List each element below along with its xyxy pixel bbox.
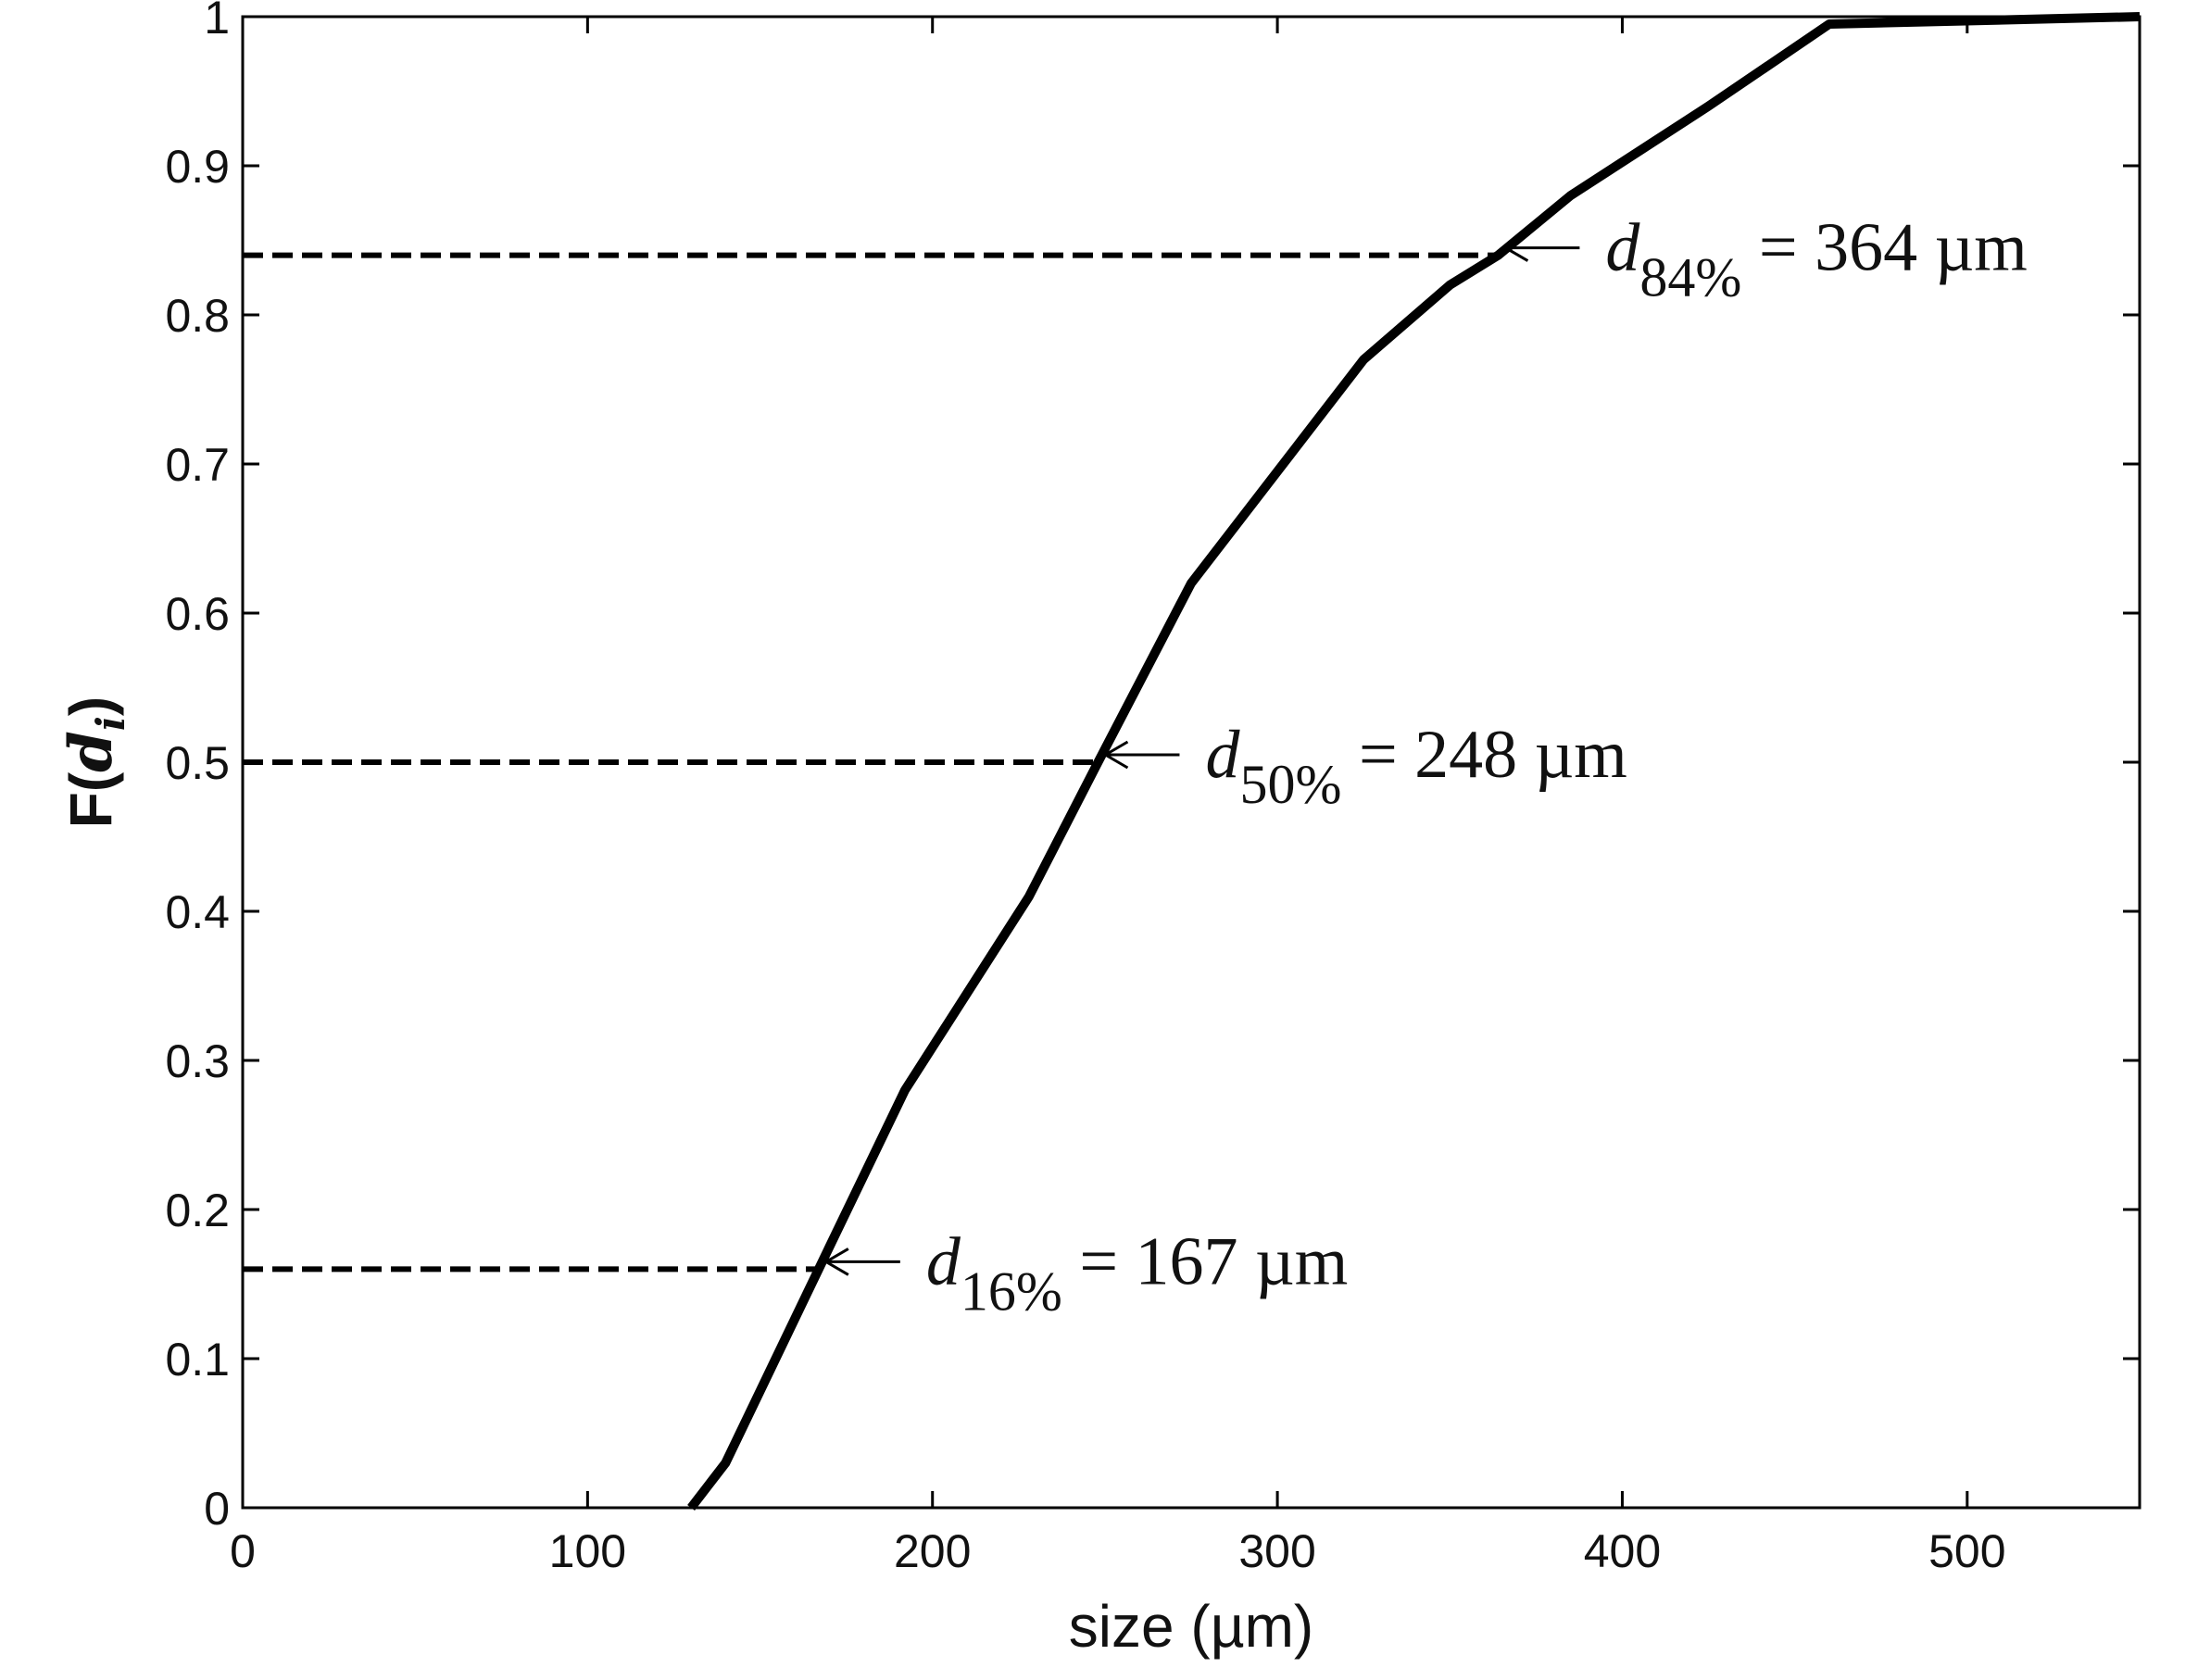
reference-lines-layer — [243, 252, 1499, 1273]
x-tick-label-400: 400 — [1584, 1525, 1661, 1577]
y-tick-label-0.1: 0.1 — [165, 1334, 230, 1385]
series-line-0 — [687, 12, 2141, 1511]
x-tick-label-100: 100 — [549, 1525, 626, 1577]
y-axis-title-prefix: F( — [57, 771, 124, 828]
annotation-arrow-50pct — [1102, 740, 1180, 770]
y-axis-title-suffix: ) — [57, 696, 124, 716]
y-tick-label-0.8: 0.8 — [165, 290, 230, 342]
x-axis-title: size (µm) — [1069, 1593, 1313, 1660]
annotation-label-16pct: d16% = 167 µm — [926, 1223, 1348, 1322]
ticks-layer — [241, 15, 2140, 1510]
series-layer — [687, 12, 2141, 1511]
y-axis-title-subscript: i — [88, 716, 133, 731]
y-tick-label-0.4: 0.4 — [165, 886, 230, 938]
tick-labels-layer: 0 100 200 300 400 500 0 0.1 0.2 0.3 0.4 0.5 0.6 0.7 0.… — [165, 0, 2005, 1577]
y-tick-label-0.9: 0.9 — [165, 141, 230, 193]
y-tick-label-0.5: 0.5 — [165, 737, 230, 789]
y-tick-label-0: 0 — [204, 1483, 230, 1535]
annotation-label-50pct: d50% = 248 µm — [1205, 717, 1627, 815]
annotation-label-84pct: d84% = 364 µm — [1605, 210, 2027, 308]
y-axis-title: F(di) — [57, 696, 133, 828]
annotation-arrows-layer — [823, 233, 1580, 1276]
x-tick-label-500: 500 — [1928, 1525, 2005, 1577]
y-tick-label-0.3: 0.3 — [165, 1035, 230, 1087]
x-tick-label-200: 200 — [894, 1525, 971, 1577]
annotations-layer: d16% = 167 µm d50% = 248 µm d84% = 364 µm — [926, 210, 2028, 1323]
y-tick-label-1: 1 — [204, 0, 230, 44]
y-axis-title-variable: d — [57, 731, 126, 772]
x-tick-label-0: 0 — [230, 1525, 256, 1577]
y-tick-label-0.6: 0.6 — [165, 588, 230, 640]
y-tick-label-0.2: 0.2 — [165, 1185, 230, 1236]
x-tick-label-300: 300 — [1238, 1525, 1315, 1577]
annotation-arrow-84pct — [1502, 233, 1580, 262]
annotation-arrow-16pct — [823, 1247, 900, 1276]
y-tick-label-0.7: 0.7 — [165, 439, 230, 491]
